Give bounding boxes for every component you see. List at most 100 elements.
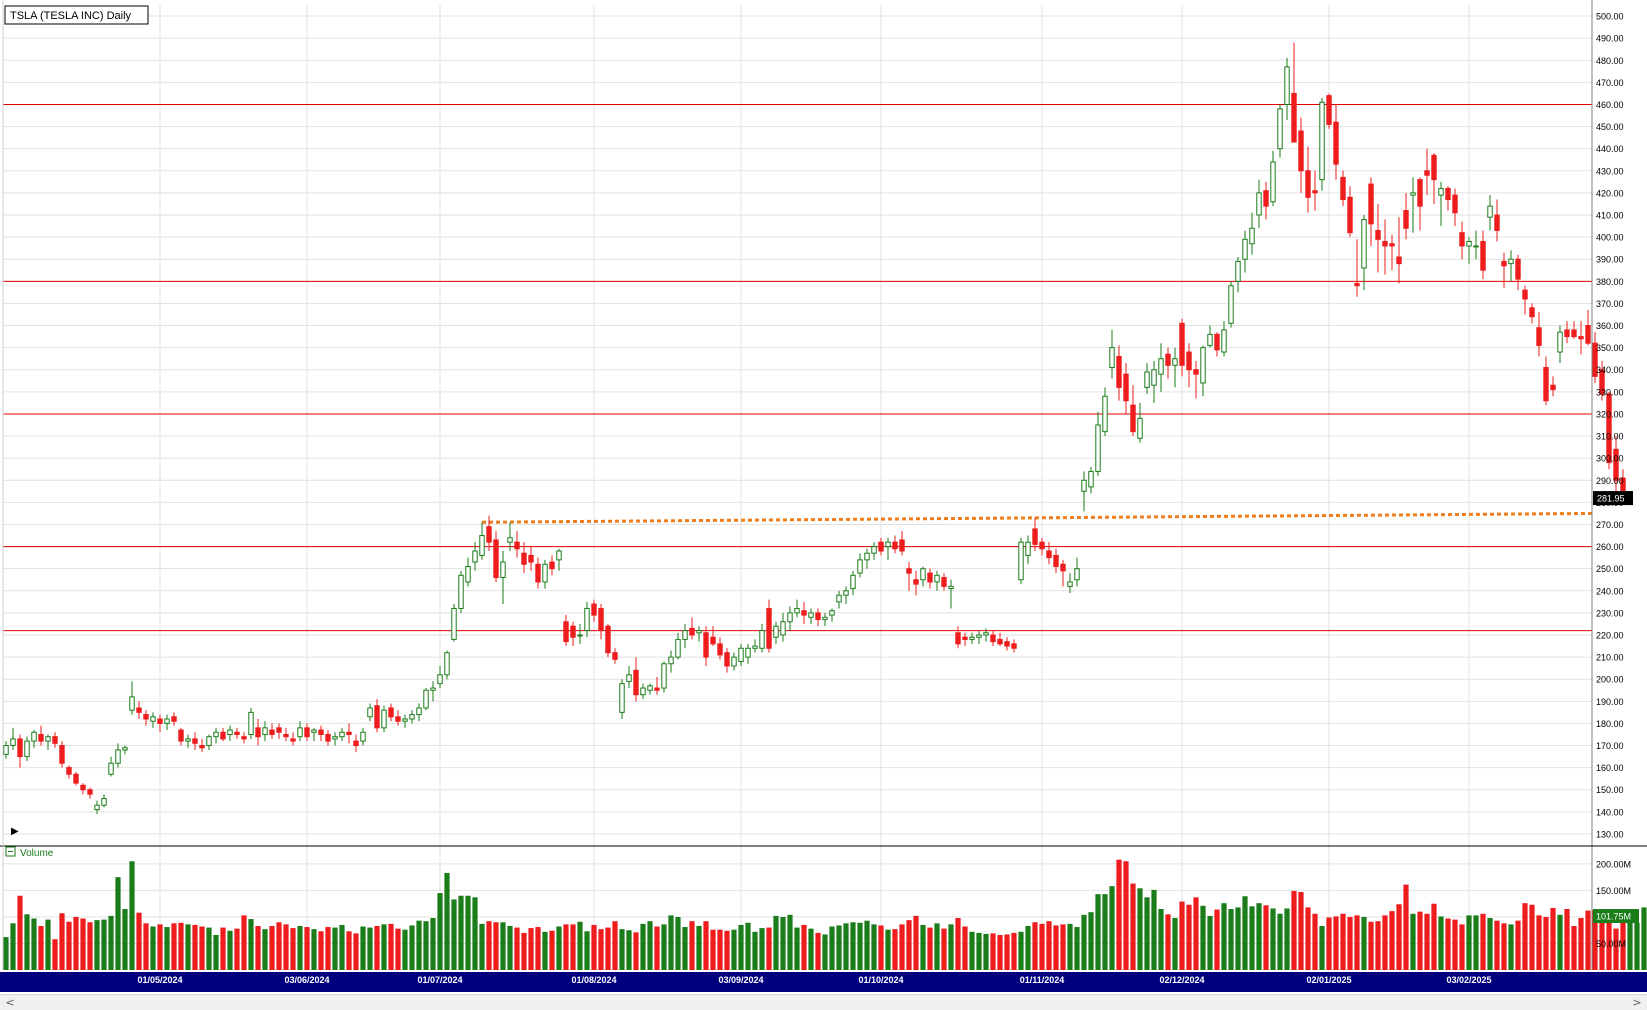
candle-body bbox=[1228, 285, 1234, 324]
volume-bar bbox=[1459, 924, 1465, 970]
candle-body bbox=[605, 625, 611, 654]
candle bbox=[1438, 181, 1444, 227]
volume-bar bbox=[626, 930, 632, 970]
candle-body bbox=[857, 559, 863, 574]
candle-body bbox=[472, 550, 478, 563]
volume-bar bbox=[192, 924, 198, 970]
volume-bar bbox=[3, 937, 9, 970]
candle bbox=[892, 535, 898, 554]
volume-bar bbox=[717, 929, 723, 970]
volume-bar bbox=[1102, 894, 1108, 970]
expand-arrow-icon[interactable]: ▶ bbox=[11, 826, 19, 837]
scroll-right-icon[interactable]: > bbox=[1632, 996, 1642, 1009]
horizontal-scrollbar[interactable]: < > bbox=[0, 994, 1647, 1010]
x-tick-label: 03/09/2024 bbox=[718, 975, 763, 985]
candle bbox=[640, 683, 646, 700]
candle-body bbox=[1326, 95, 1332, 125]
candle-body bbox=[430, 687, 436, 691]
candle bbox=[1130, 385, 1136, 437]
volume-bar bbox=[752, 931, 758, 970]
volume-bar bbox=[1025, 925, 1031, 970]
candle bbox=[563, 615, 569, 647]
volume-bar bbox=[1620, 916, 1626, 970]
candle-body bbox=[353, 740, 359, 747]
volume-bar bbox=[1081, 914, 1087, 970]
candle bbox=[1137, 402, 1143, 443]
volume-tick-label: 200.00M bbox=[1596, 859, 1631, 869]
volume-bar bbox=[549, 930, 555, 970]
candle-body bbox=[171, 716, 177, 722]
candle-body bbox=[822, 616, 828, 621]
candle-body bbox=[10, 738, 16, 747]
candle bbox=[318, 725, 324, 742]
candle bbox=[472, 542, 478, 571]
scroll-left-icon[interactable]: < bbox=[5, 996, 15, 1009]
candle-body bbox=[745, 647, 751, 658]
volume-bar bbox=[115, 877, 121, 970]
candle-body bbox=[1571, 329, 1577, 338]
x-tick-label: 02/01/2025 bbox=[1306, 975, 1351, 985]
candle bbox=[514, 531, 520, 558]
price-tick-label: 340.00 bbox=[1596, 365, 1624, 375]
candle-body bbox=[556, 550, 562, 561]
candle-body bbox=[444, 652, 450, 676]
candle-body bbox=[1368, 183, 1374, 225]
candle bbox=[73, 772, 79, 786]
candle-body bbox=[500, 561, 506, 579]
volume-tick-label: 50.00M bbox=[1596, 939, 1626, 949]
candle bbox=[941, 573, 947, 591]
volume-bar bbox=[409, 925, 415, 970]
candle bbox=[1228, 281, 1234, 328]
candle-body bbox=[360, 731, 366, 742]
candle-body bbox=[808, 612, 814, 618]
candle-body bbox=[913, 579, 919, 585]
volume-bar bbox=[255, 925, 261, 970]
volume-bar bbox=[1529, 904, 1535, 970]
candle bbox=[1473, 230, 1479, 260]
candle-body bbox=[1179, 322, 1185, 366]
volume-bar bbox=[1564, 909, 1570, 970]
candle-body bbox=[1312, 190, 1318, 194]
candle-body bbox=[1102, 395, 1108, 433]
volume-bar bbox=[542, 931, 548, 970]
candle bbox=[150, 712, 156, 728]
volume-bar bbox=[1333, 916, 1339, 970]
candle bbox=[822, 612, 828, 627]
volume-bar bbox=[122, 909, 128, 970]
candle-body bbox=[1018, 541, 1024, 581]
price-tick-label: 140.00 bbox=[1596, 807, 1624, 817]
candle-body bbox=[1256, 192, 1262, 216]
candle-body bbox=[1151, 369, 1157, 386]
volume-tick-label: 150.00M bbox=[1596, 886, 1631, 896]
volume-bar bbox=[325, 927, 331, 970]
candle-body bbox=[885, 541, 891, 548]
candle-body bbox=[1249, 227, 1255, 245]
chart-title: TSLA (TESLA INC) Daily bbox=[10, 10, 132, 22]
candle-body bbox=[332, 736, 338, 740]
volume-bar bbox=[353, 933, 359, 970]
candle-body bbox=[1501, 260, 1507, 267]
candle bbox=[409, 710, 415, 724]
volume-bar bbox=[346, 931, 352, 970]
candle-body bbox=[598, 607, 604, 632]
candle bbox=[584, 601, 590, 638]
candle-body bbox=[1375, 229, 1381, 240]
candle bbox=[213, 727, 219, 744]
candle bbox=[836, 590, 842, 609]
volume-bar bbox=[633, 932, 639, 970]
candle-body bbox=[1137, 417, 1143, 439]
volume-bar bbox=[1004, 934, 1010, 970]
volume-bar bbox=[1347, 916, 1353, 970]
candle-body bbox=[381, 709, 387, 729]
candle-body bbox=[1305, 170, 1311, 198]
candle-body bbox=[1165, 353, 1171, 366]
volume-bar bbox=[395, 928, 401, 970]
candle-body bbox=[143, 714, 149, 720]
volume-bar bbox=[871, 924, 877, 970]
volume-bar bbox=[1235, 907, 1241, 970]
volume-bar bbox=[416, 920, 422, 970]
candle bbox=[248, 707, 254, 739]
x-tick-label: 01/08/2024 bbox=[571, 975, 616, 985]
